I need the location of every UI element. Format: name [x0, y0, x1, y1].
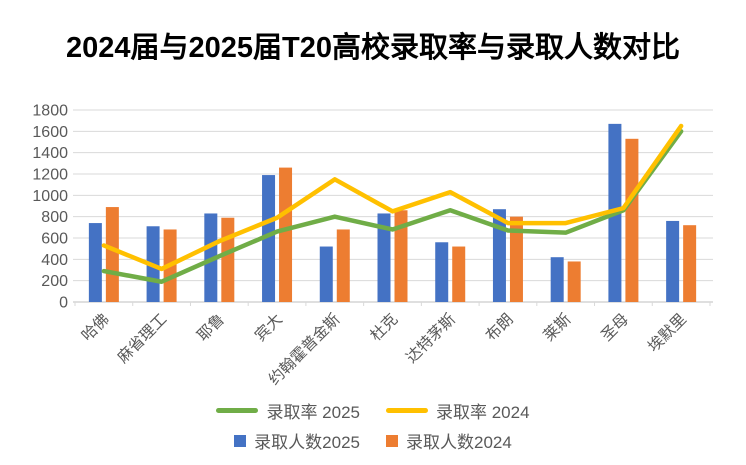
legend-label: 录取率 2025: [266, 403, 360, 422]
legend-item: 录取人数2024: [386, 428, 512, 453]
bar-录取人数2024-达特茅斯: [452, 246, 466, 302]
bar-录取人数2024-宾大: [279, 167, 293, 302]
legend-row: 录取率 2025 录取率 2024: [216, 398, 530, 423]
y-tick-label: 1000: [32, 188, 68, 205]
legend-square-swatch-icon: [234, 434, 247, 447]
legend-item: 录取率 2024: [386, 398, 530, 423]
line-录取率 2025: [101, 129, 684, 284]
legend-line-swatch-icon: [386, 408, 428, 413]
bar-录取人数2024-哈佛: [105, 207, 119, 302]
legend-square-swatch-icon: [386, 434, 398, 447]
y-tick-label: 600: [41, 231, 68, 248]
legend-line-swatch-icon: [216, 408, 259, 413]
legend-label: 录取率 2024: [436, 403, 530, 422]
y-tick-label: 200: [41, 273, 68, 290]
x-category-label: 达特茅斯: [402, 310, 459, 367]
bar-录取人数2025-杜克: [377, 213, 391, 302]
x-category-label: 哈佛: [78, 310, 113, 345]
chart-title: 2024届与2025届T20高校录取率与录取人数对比: [66, 32, 680, 64]
bar-录取人数2025-埃默里: [666, 220, 680, 302]
bar-录取人数2025-布朗: [492, 209, 506, 302]
bar-录取人数2025-哈佛: [88, 223, 102, 302]
legend-item: 录取人数2025: [234, 428, 360, 453]
bar-录取人数2024-布朗: [509, 216, 523, 302]
chart-legend: 录取率 2025 录取率 2024 录取人数2025 录取人数2024: [0, 398, 746, 453]
bar-录取人数2024-莱斯: [567, 261, 581, 302]
legend-item: 录取率 2025: [216, 398, 360, 423]
bar-录取人数2025-约翰霍普金斯: [319, 246, 333, 302]
line-录取率 2024: [101, 123, 684, 272]
x-category-label: 杜克: [367, 310, 402, 345]
y-tick-label: 1200: [32, 167, 68, 184]
legend-row: 录取人数2025 录取人数2024: [234, 428, 512, 453]
y-tick-label: 800: [41, 209, 68, 226]
bar-录取人数2024-埃默里: [683, 225, 697, 302]
x-category-label: 埃默里: [644, 310, 690, 356]
bar-录取人数2024-约翰霍普金斯: [336, 229, 350, 302]
bar-录取人数2024-圣母: [625, 138, 639, 302]
y-tick-label: 1800: [32, 103, 68, 120]
legend-label: 录取人数2025: [254, 433, 360, 452]
y-tick-label: 1600: [32, 124, 68, 141]
bar-录取人数2025-莱斯: [550, 257, 564, 302]
x-category-label: 圣母: [598, 310, 633, 345]
bar-录取人数2025-宾大: [262, 175, 276, 302]
bar-录取人数2024-耶鲁: [221, 217, 235, 302]
bar-录取人数2024-杜克: [394, 210, 408, 302]
x-category-label: 布朗: [482, 310, 517, 345]
bar-录取人数2025-达特茅斯: [435, 242, 449, 302]
y-tick-label: 1400: [32, 145, 68, 162]
x-category-label: 麻省理工: [114, 310, 171, 367]
y-tick-label: 400: [41, 252, 68, 269]
x-category-label: 莱斯: [540, 310, 575, 345]
x-category-label: 宾大: [251, 310, 286, 345]
legend-label: 录取人数2024: [406, 433, 512, 452]
x-category-label: 耶鲁: [193, 310, 228, 345]
y-tick-label: 0: [59, 295, 68, 312]
